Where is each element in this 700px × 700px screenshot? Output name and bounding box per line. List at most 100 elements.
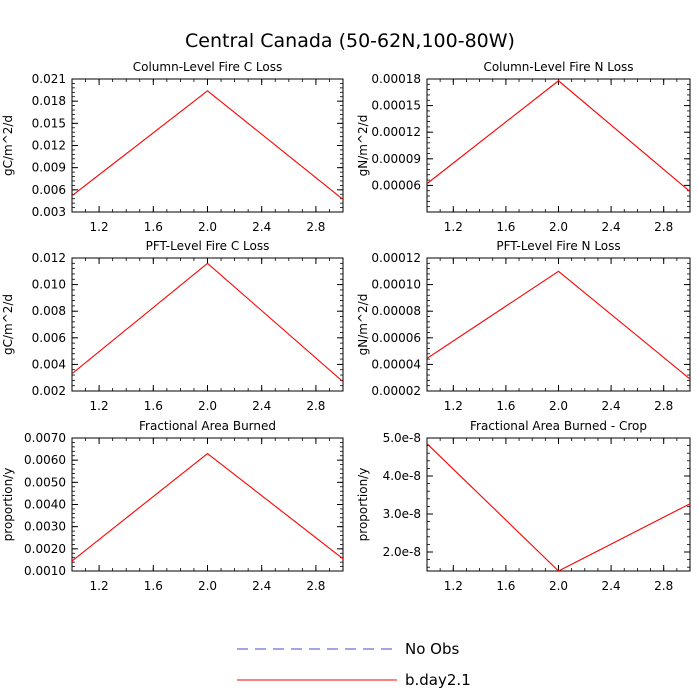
y-axis-label: gN/m^2/d <box>356 294 370 356</box>
x-tick-label: 2.8 <box>306 579 325 593</box>
plot-frame <box>426 257 691 392</box>
y-tick-label: 4.0e-8 <box>383 469 421 483</box>
y-tick-label: 0.018 <box>32 94 66 108</box>
y-tick-label: 0.0050 <box>24 475 66 489</box>
x-tick-label: 2.8 <box>654 399 673 413</box>
panel-title: PFT-Level Fire N Loss <box>496 239 620 253</box>
y-axis-label: gC/m^2/d <box>1 115 15 176</box>
panel-title: PFT-Level Fire C Loss <box>146 239 270 253</box>
x-tick-label: 1.6 <box>144 399 163 413</box>
series-line-b-day2-1 <box>427 443 690 571</box>
panels-group: Column-Level Fire C Loss gC/m^2/d 1.2 1.6 2.… <box>1 60 691 593</box>
y-tick-label: 0.0060 <box>24 453 66 467</box>
y-axis-label: gN/m^2/d <box>356 115 370 177</box>
x-tick-label: 2.4 <box>252 579 271 593</box>
panel-fractional-area-burned-crop: Fractional Area Burned - Crop proportion/… <box>356 419 691 593</box>
x-tick-label: 2.0 <box>549 579 568 593</box>
y-tick-label: 0.004 <box>32 357 66 371</box>
legend: No Obs b.day2.1 <box>237 640 471 689</box>
y-tick-label: 0.00012 <box>371 251 421 265</box>
panel-column-level-fire-c-loss: Column-Level Fire C Loss gC/m^2/d 1.2 1.6 2.… <box>1 60 344 234</box>
y-tick-label: 0.008 <box>32 304 66 318</box>
y-tick-label: 0.015 <box>32 116 66 130</box>
y-tick-label: 5.0e-8 <box>383 431 421 445</box>
y-tick-label: 2.0e-8 <box>383 545 421 559</box>
y-tick-label: 0.0010 <box>24 564 66 578</box>
x-tick-label: 1.6 <box>144 579 163 593</box>
panel-title: Column-Level Fire N Loss <box>483 60 633 74</box>
plot-frame <box>71 257 344 392</box>
x-tick-label: 2.0 <box>549 399 568 413</box>
y-tick-label: 0.003 <box>32 205 66 219</box>
series-line-b-day2-1 <box>427 270 690 380</box>
y-tick-label: 0.0030 <box>24 520 66 534</box>
x-tick-label: 1.2 <box>444 579 463 593</box>
panel-pft-level-fire-c-loss: PFT-Level Fire C Loss gC/m^2/d 1.2 1.6 2.0 2.… <box>1 239 344 413</box>
y-tick-label: 0.0020 <box>24 542 66 556</box>
y-tick-label: 3.0e-8 <box>383 507 421 521</box>
series-line-b-day2-1 <box>72 262 343 383</box>
x-tick-label: 2.0 <box>198 399 217 413</box>
y-axis-label: proportion/y <box>1 468 15 542</box>
y-tick-label: 0.021 <box>32 72 66 86</box>
y-tick-label: 0.00009 <box>371 152 421 166</box>
y-tick-label: 0.00012 <box>371 125 421 139</box>
panel-fractional-area-burned: Fractional Area Burned proportion/y 1.2 1.6… <box>1 419 344 593</box>
panel-title: Column-Level Fire C Loss <box>133 60 283 74</box>
y-tick-label: 0.006 <box>32 183 66 197</box>
panel-title: Fractional Area Burned - Crop <box>470 419 647 433</box>
y-tick-label: 0.012 <box>32 139 66 153</box>
legend-label-no-obs: No Obs <box>405 640 459 658</box>
x-tick-label: 2.4 <box>602 399 621 413</box>
panel-pft-level-fire-n-loss: PFT-Level Fire N Loss gN/m^2/d 1.2 1.6 2.0 2.… <box>356 239 691 413</box>
y-tick-label: 0.00010 <box>371 278 421 292</box>
y-tick-label: 0.00004 <box>371 357 421 371</box>
x-tick-label: 2.8 <box>654 579 673 593</box>
x-tick-label: 1.6 <box>144 220 163 234</box>
y-axis-label: proportion/y <box>356 468 370 542</box>
x-tick-label: 1.2 <box>444 220 463 234</box>
x-tick-label: 2.0 <box>198 220 217 234</box>
y-tick-label: 0.0040 <box>24 498 66 512</box>
y-tick-label: 0.00015 <box>371 99 421 113</box>
y-axis-label: gC/m^2/d <box>1 294 15 355</box>
x-tick-label: 2.8 <box>306 399 325 413</box>
plot-frame <box>71 437 344 572</box>
x-tick-label: 2.8 <box>306 220 325 234</box>
series-line-b-day2-1 <box>72 452 343 562</box>
y-tick-label: 0.00008 <box>371 304 421 318</box>
plot-frame <box>426 78 691 213</box>
y-tick-label: 0.00006 <box>371 331 421 345</box>
x-tick-label: 1.6 <box>496 220 515 234</box>
plot-frame <box>71 78 344 213</box>
y-tick-label: 0.010 <box>32 278 66 292</box>
y-tick-label: 0.006 <box>32 331 66 345</box>
figure-title: Central Canada (50-62N,100-80W) <box>185 30 515 52</box>
plot-frame <box>426 437 691 572</box>
y-tick-label: 0.002 <box>32 384 66 398</box>
panel-column-level-fire-n-loss: Column-Level Fire N Loss gN/m^2/d 1.2 1.6 2.… <box>356 60 691 234</box>
x-tick-label: 2.0 <box>549 220 568 234</box>
x-tick-label: 1.2 <box>90 220 109 234</box>
x-tick-label: 2.8 <box>654 220 673 234</box>
x-tick-label: 2.0 <box>198 579 217 593</box>
x-tick-label: 1.2 <box>444 399 463 413</box>
y-tick-label: 0.00018 <box>371 72 421 86</box>
panel-title: Fractional Area Burned <box>139 419 276 433</box>
series-line-b-day2-1 <box>427 80 690 193</box>
y-tick-label: 0.00002 <box>371 384 421 398</box>
x-tick-label: 2.4 <box>252 220 271 234</box>
legend-label-b-day2-1: b.day2.1 <box>405 671 471 689</box>
y-tick-label: 0.00006 <box>371 178 421 192</box>
x-tick-label: 2.4 <box>252 399 271 413</box>
x-tick-label: 2.4 <box>602 220 621 234</box>
x-tick-label: 1.6 <box>496 579 515 593</box>
y-tick-label: 0.012 <box>32 251 66 265</box>
x-tick-label: 1.2 <box>90 399 109 413</box>
series-line-b-day2-1 <box>72 90 343 200</box>
x-tick-label: 1.2 <box>90 579 109 593</box>
y-tick-label: 0.0070 <box>24 431 66 445</box>
y-tick-label: 0.009 <box>32 161 66 175</box>
x-tick-label: 1.6 <box>496 399 515 413</box>
